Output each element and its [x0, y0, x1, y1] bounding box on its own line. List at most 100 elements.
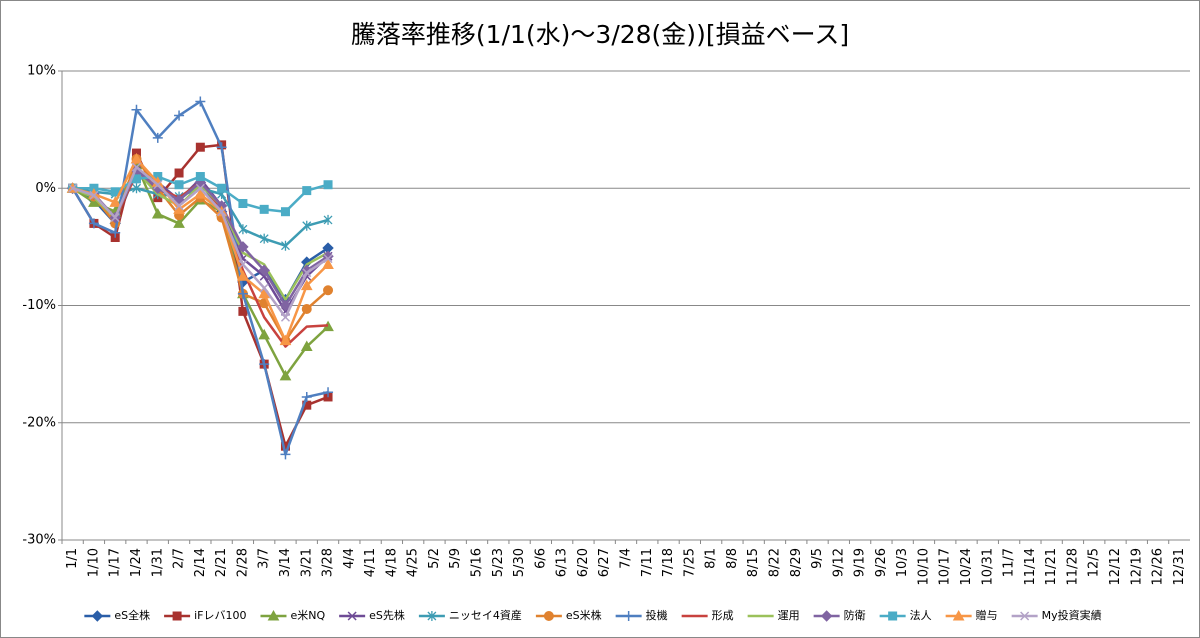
marker	[174, 180, 184, 190]
marker	[110, 227, 121, 238]
x-tick-label: 3/21	[299, 548, 314, 577]
marker	[259, 233, 269, 244]
marker	[623, 611, 634, 621]
marker	[238, 198, 248, 208]
marker	[281, 240, 290, 251]
x-tick-label: 4/11	[363, 548, 378, 577]
legend-item: 贈与	[945, 608, 998, 622]
marker	[237, 241, 249, 253]
legend-label: 法人	[910, 608, 932, 622]
x-tick-label: 12/12	[1108, 548, 1123, 585]
x-tick-label: 8/29	[789, 548, 804, 577]
x-tick-label: 4/4	[342, 548, 357, 569]
x-tick-label: 11/14	[1023, 548, 1038, 585]
marker	[302, 186, 312, 196]
x-tick-label: 3/28	[321, 548, 336, 577]
x-tick-label: 4/25	[406, 548, 421, 577]
x-tick-label: 5/2	[427, 548, 442, 569]
legend-label: iFレバ100	[194, 609, 246, 622]
y-tick-label: 0%	[35, 181, 56, 196]
x-tick-label: 11/28	[1065, 548, 1080, 585]
marker	[280, 207, 290, 217]
legend-label: e米NQ	[290, 609, 325, 622]
marker	[952, 609, 965, 621]
legend-label: eS先株	[369, 608, 405, 622]
marker	[88, 196, 100, 207]
x-tick-label: 3/7	[257, 548, 272, 569]
legend-label: ニッセイ4資産	[449, 609, 522, 622]
x-tick-label: 7/4	[619, 548, 634, 569]
legend-label: 贈与	[976, 608, 998, 622]
x-tick-label: 9/19	[853, 548, 868, 577]
marker	[88, 218, 99, 229]
marker	[130, 152, 143, 164]
marker	[280, 449, 291, 460]
x-tick-label: 3/14	[278, 548, 293, 577]
x-tick-label: 12/26	[1151, 548, 1166, 585]
x-tick-label: 4/18	[384, 548, 399, 577]
x-tick-label: 8/8	[725, 548, 740, 569]
x-tick-label: 2/7	[172, 548, 187, 569]
x-tick-label: 6/27	[597, 548, 612, 577]
marker	[427, 611, 437, 621]
x-tick-label: 6/20	[576, 548, 591, 577]
legend-label: My投資実績	[1042, 608, 1102, 622]
marker	[195, 142, 205, 152]
legend-item: 防衛	[813, 608, 866, 622]
marker	[1020, 611, 1030, 621]
legend-item: eS先株	[339, 608, 405, 622]
x-tick-label: 1/24	[129, 548, 144, 577]
marker	[132, 183, 141, 194]
x-tick-label: 1/1	[65, 548, 80, 569]
marker	[238, 259, 248, 269]
x-tick-label: 12/5	[1087, 548, 1102, 577]
x-tick-label: 5/23	[491, 548, 506, 577]
x-tick-label: 10/17	[938, 548, 953, 585]
marker	[195, 172, 205, 182]
marker	[195, 96, 206, 107]
marker	[174, 168, 184, 178]
legend-label: 運用	[778, 609, 800, 622]
marker	[258, 264, 270, 277]
marker	[68, 183, 78, 193]
x-tick-label: 10/24	[959, 548, 974, 585]
x-tick-label: 8/22	[767, 548, 782, 577]
chart-title: 騰落率推移(1/1(水)～3/28(金))[損益ベース]	[351, 20, 849, 49]
marker	[323, 285, 334, 296]
marker	[259, 204, 269, 214]
legend-item: eS米株	[535, 608, 602, 622]
marker	[216, 142, 227, 153]
marker	[238, 224, 248, 235]
x-tick-label: 7/25	[682, 548, 697, 577]
marker	[131, 104, 142, 115]
y-tick-label: -30%	[22, 533, 56, 548]
x-tick-label: 8/15	[746, 548, 761, 577]
x-tick-label: 10/31	[980, 548, 995, 585]
marker	[217, 183, 227, 193]
marker	[302, 220, 312, 231]
x-tick-label: 5/30	[512, 548, 527, 577]
marker	[323, 180, 333, 190]
marker	[267, 609, 280, 621]
legend-item: 運用	[747, 609, 800, 622]
marker	[172, 611, 182, 621]
x-tick-label: 9/5	[810, 548, 825, 569]
x-tick-label: 9/26	[874, 548, 889, 577]
x-tick-label: 2/14	[193, 548, 208, 577]
marker	[109, 196, 122, 207]
marker	[258, 328, 271, 340]
x-tick-label: 12/31	[1172, 548, 1187, 585]
x-tick-label: 1/31	[150, 548, 165, 577]
marker	[131, 162, 142, 172]
legend-label: eS全株	[114, 608, 150, 622]
y-tick-label: -10%	[22, 298, 56, 313]
x-tick-label: 7/11	[640, 548, 655, 577]
marker	[300, 279, 313, 291]
marker	[323, 387, 334, 398]
legend-item: e米NQ	[260, 609, 325, 622]
marker	[347, 611, 357, 621]
marker	[301, 391, 312, 402]
marker	[888, 611, 898, 621]
